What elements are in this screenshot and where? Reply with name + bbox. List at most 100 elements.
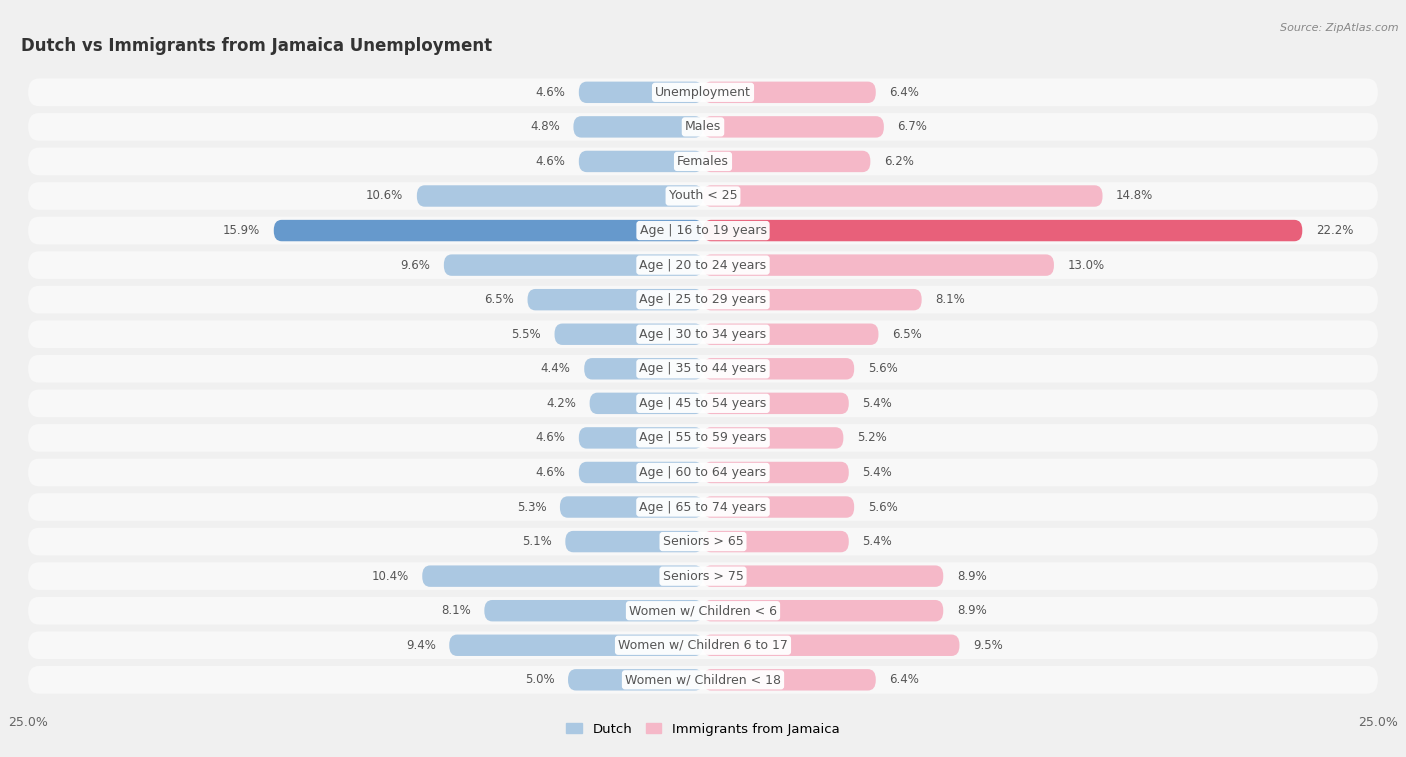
FancyBboxPatch shape: [28, 424, 1378, 452]
Text: Women w/ Children 6 to 17: Women w/ Children 6 to 17: [619, 639, 787, 652]
Text: Age | 65 to 74 years: Age | 65 to 74 years: [640, 500, 766, 513]
Text: Women w/ Children < 18: Women w/ Children < 18: [626, 673, 780, 687]
Text: 5.3%: 5.3%: [517, 500, 547, 513]
FancyBboxPatch shape: [28, 494, 1378, 521]
Text: Women w/ Children < 6: Women w/ Children < 6: [628, 604, 778, 617]
Text: 8.1%: 8.1%: [441, 604, 471, 617]
Text: Age | 60 to 64 years: Age | 60 to 64 years: [640, 466, 766, 479]
FancyBboxPatch shape: [703, 254, 1054, 276]
FancyBboxPatch shape: [703, 427, 844, 449]
FancyBboxPatch shape: [28, 562, 1378, 590]
Text: 10.6%: 10.6%: [366, 189, 404, 202]
FancyBboxPatch shape: [579, 82, 703, 103]
Text: 6.5%: 6.5%: [891, 328, 922, 341]
Text: 8.9%: 8.9%: [956, 604, 987, 617]
Text: 6.4%: 6.4%: [889, 86, 920, 99]
Text: 8.1%: 8.1%: [935, 293, 965, 306]
Text: Females: Females: [678, 155, 728, 168]
Text: 15.9%: 15.9%: [224, 224, 260, 237]
Text: 22.2%: 22.2%: [1316, 224, 1353, 237]
Text: 4.6%: 4.6%: [536, 431, 565, 444]
Text: 4.6%: 4.6%: [536, 155, 565, 168]
Text: 4.4%: 4.4%: [541, 363, 571, 375]
Text: Age | 35 to 44 years: Age | 35 to 44 years: [640, 363, 766, 375]
FancyBboxPatch shape: [703, 393, 849, 414]
FancyBboxPatch shape: [565, 531, 703, 553]
Text: 5.4%: 5.4%: [862, 397, 891, 410]
FancyBboxPatch shape: [579, 151, 703, 172]
FancyBboxPatch shape: [703, 669, 876, 690]
Text: 5.4%: 5.4%: [862, 535, 891, 548]
FancyBboxPatch shape: [703, 358, 855, 379]
FancyBboxPatch shape: [574, 116, 703, 138]
Text: 6.7%: 6.7%: [897, 120, 927, 133]
Text: 9.6%: 9.6%: [401, 259, 430, 272]
Text: 13.0%: 13.0%: [1067, 259, 1105, 272]
FancyBboxPatch shape: [28, 597, 1378, 625]
FancyBboxPatch shape: [703, 185, 1102, 207]
FancyBboxPatch shape: [703, 151, 870, 172]
FancyBboxPatch shape: [28, 286, 1378, 313]
Text: 10.4%: 10.4%: [371, 570, 409, 583]
FancyBboxPatch shape: [28, 666, 1378, 693]
Text: Age | 30 to 34 years: Age | 30 to 34 years: [640, 328, 766, 341]
FancyBboxPatch shape: [703, 462, 849, 483]
FancyBboxPatch shape: [450, 634, 703, 656]
FancyBboxPatch shape: [444, 254, 703, 276]
FancyBboxPatch shape: [416, 185, 703, 207]
Text: Unemployment: Unemployment: [655, 86, 751, 99]
FancyBboxPatch shape: [28, 251, 1378, 279]
Text: 5.0%: 5.0%: [524, 673, 554, 687]
Text: Seniors > 65: Seniors > 65: [662, 535, 744, 548]
FancyBboxPatch shape: [28, 79, 1378, 106]
FancyBboxPatch shape: [703, 220, 1302, 241]
Text: Seniors > 75: Seniors > 75: [662, 570, 744, 583]
Text: 5.6%: 5.6%: [868, 500, 897, 513]
FancyBboxPatch shape: [703, 289, 922, 310]
Text: Males: Males: [685, 120, 721, 133]
FancyBboxPatch shape: [554, 323, 703, 345]
FancyBboxPatch shape: [28, 113, 1378, 141]
FancyBboxPatch shape: [28, 182, 1378, 210]
Text: Age | 55 to 59 years: Age | 55 to 59 years: [640, 431, 766, 444]
FancyBboxPatch shape: [28, 459, 1378, 486]
Text: 14.8%: 14.8%: [1116, 189, 1153, 202]
Text: 6.2%: 6.2%: [884, 155, 914, 168]
FancyBboxPatch shape: [28, 355, 1378, 382]
FancyBboxPatch shape: [28, 390, 1378, 417]
Text: Age | 20 to 24 years: Age | 20 to 24 years: [640, 259, 766, 272]
Text: 4.8%: 4.8%: [530, 120, 560, 133]
FancyBboxPatch shape: [703, 82, 876, 103]
Text: Age | 16 to 19 years: Age | 16 to 19 years: [640, 224, 766, 237]
FancyBboxPatch shape: [703, 600, 943, 621]
FancyBboxPatch shape: [703, 497, 855, 518]
FancyBboxPatch shape: [579, 427, 703, 449]
Text: 5.5%: 5.5%: [512, 328, 541, 341]
FancyBboxPatch shape: [28, 148, 1378, 176]
Text: 6.4%: 6.4%: [889, 673, 920, 687]
FancyBboxPatch shape: [28, 217, 1378, 245]
FancyBboxPatch shape: [703, 634, 959, 656]
Text: 4.2%: 4.2%: [547, 397, 576, 410]
FancyBboxPatch shape: [568, 669, 703, 690]
Text: 5.2%: 5.2%: [856, 431, 887, 444]
Text: 5.6%: 5.6%: [868, 363, 897, 375]
FancyBboxPatch shape: [274, 220, 703, 241]
Text: 4.6%: 4.6%: [536, 466, 565, 479]
Text: Age | 45 to 54 years: Age | 45 to 54 years: [640, 397, 766, 410]
Text: Source: ZipAtlas.com: Source: ZipAtlas.com: [1281, 23, 1399, 33]
FancyBboxPatch shape: [560, 497, 703, 518]
Text: 6.5%: 6.5%: [484, 293, 515, 306]
FancyBboxPatch shape: [527, 289, 703, 310]
Text: Age | 25 to 29 years: Age | 25 to 29 years: [640, 293, 766, 306]
FancyBboxPatch shape: [28, 631, 1378, 659]
Legend: Dutch, Immigrants from Jamaica: Dutch, Immigrants from Jamaica: [567, 722, 839, 736]
FancyBboxPatch shape: [28, 528, 1378, 556]
FancyBboxPatch shape: [422, 565, 703, 587]
FancyBboxPatch shape: [589, 393, 703, 414]
Text: 4.6%: 4.6%: [536, 86, 565, 99]
FancyBboxPatch shape: [703, 323, 879, 345]
FancyBboxPatch shape: [703, 565, 943, 587]
FancyBboxPatch shape: [579, 462, 703, 483]
FancyBboxPatch shape: [703, 531, 849, 553]
